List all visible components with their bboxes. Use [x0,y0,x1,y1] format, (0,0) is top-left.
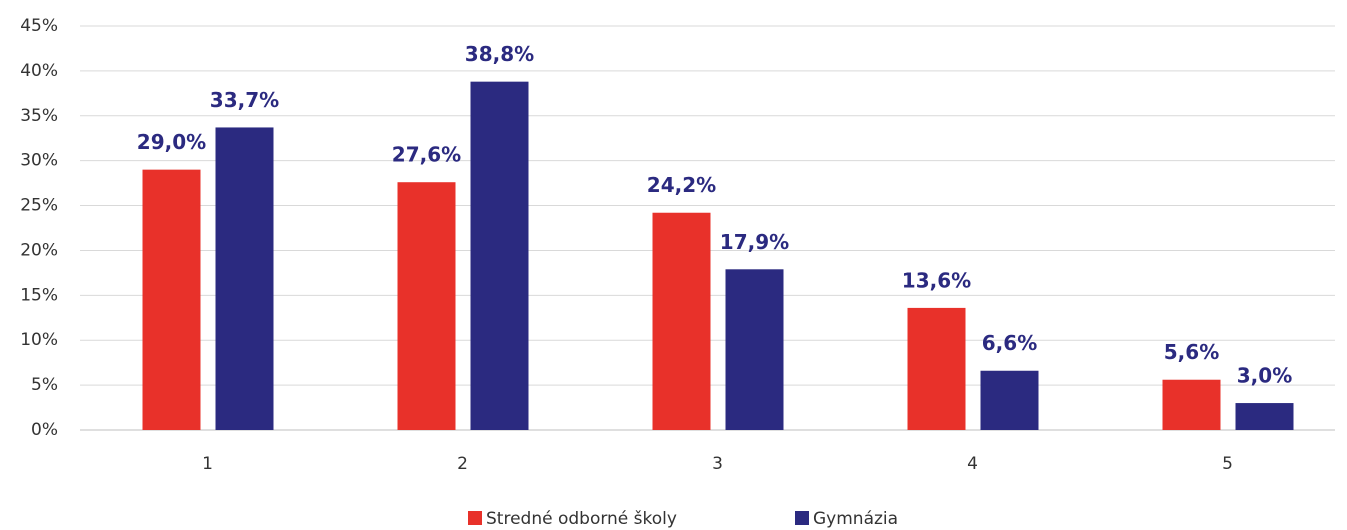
bar [215,127,274,431]
value-label: 38,8% [465,42,534,66]
legend-swatch [795,511,809,525]
bar [907,307,966,430]
y-tick-label: 15% [20,285,58,305]
y-tick-label: 30% [20,151,58,171]
x-tick-label: 1 [202,454,213,474]
x-tick-label: 4 [967,454,978,474]
bar [142,169,201,430]
legend-label: Gymnázia [813,509,898,529]
bar [470,81,529,430]
x-tick-label: 2 [457,454,468,474]
value-label: 17,9% [720,230,789,254]
y-tick-label: 35% [20,106,58,126]
value-label: 27,6% [392,143,461,167]
y-tick-label: 10% [20,330,58,350]
legend-swatch [468,511,482,525]
bar [725,269,784,430]
value-label: 5,6% [1164,340,1219,364]
bar [1162,379,1221,430]
bar [397,182,456,430]
y-tick-label: 25% [20,196,58,216]
y-tick-label: 0% [31,420,58,440]
value-label: 3,0% [1237,364,1292,388]
bar [1235,403,1294,430]
y-tick-label: 40% [20,61,58,81]
bar [980,370,1039,430]
value-label: 24,2% [647,173,716,197]
legend-label: Stredné odborné školy [486,509,677,529]
x-tick-label: 5 [1222,454,1233,474]
x-tick-label: 3 [712,454,723,474]
value-label: 6,6% [982,331,1037,355]
bar [652,212,711,430]
y-tick-label: 20% [20,240,58,260]
y-tick-label: 45% [20,16,58,36]
y-tick-label: 5% [31,375,58,395]
value-label: 33,7% [210,88,279,112]
value-label: 29,0% [137,130,206,154]
value-label: 13,6% [902,268,971,292]
